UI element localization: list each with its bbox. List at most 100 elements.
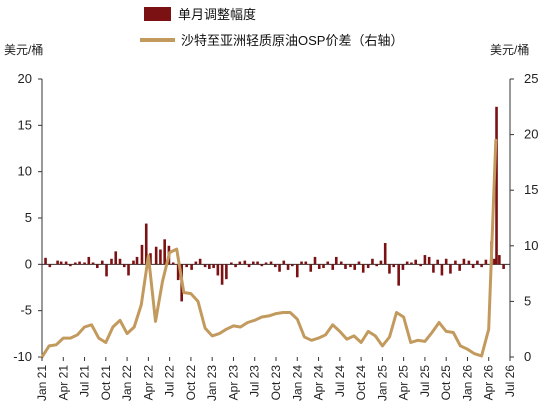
right-tick-label: 15 (524, 182, 538, 197)
bar (159, 249, 162, 265)
bar (185, 264, 188, 268)
bar (91, 262, 95, 265)
bar (87, 256, 91, 265)
bar (144, 223, 148, 265)
bar (216, 264, 220, 276)
bar (252, 261, 255, 265)
x-tick-label: Apr 23 (226, 365, 240, 401)
bar (96, 264, 99, 269)
right-axis-unit: 美元/桶 (490, 42, 529, 57)
axes: -10 -5 0 5 10 15 20 0 5 10 15 20 25 (13, 71, 538, 364)
bar (357, 261, 361, 265)
bar (304, 261, 308, 265)
right-tick-label: 5 (524, 293, 531, 308)
x-tick-label: Jan 25 (375, 365, 389, 401)
bar (449, 264, 452, 274)
bar (295, 264, 299, 278)
left-axis-unit: 美元/桶 (4, 42, 43, 57)
legend-bar-swatch (144, 7, 171, 21)
bar (243, 260, 247, 265)
bar (220, 264, 224, 285)
legend-line-label: 沙特至亚洲轻质原油OSP价差（右轴） (181, 33, 403, 48)
bar (349, 264, 352, 268)
bar (44, 257, 47, 265)
x-tick-label: Oct 24 (354, 365, 368, 401)
bar (154, 246, 158, 265)
bar (140, 244, 144, 265)
bar (282, 260, 286, 265)
bar (495, 106, 498, 265)
x-tick-label: Apr 21 (56, 365, 70, 401)
bar (190, 264, 193, 270)
bar (458, 264, 461, 271)
x-tick-label: Oct 23 (269, 365, 283, 401)
bar (471, 264, 475, 269)
bar (78, 261, 81, 265)
bar (300, 261, 303, 265)
bar (379, 260, 383, 265)
bar (375, 264, 378, 267)
bar (405, 261, 409, 265)
bar (414, 259, 417, 265)
bar (64, 261, 68, 265)
bar (225, 264, 228, 280)
bar (198, 258, 202, 265)
left-tick-label: 15 (18, 117, 32, 132)
x-tick-label: Apr 25 (397, 365, 411, 401)
bar (56, 260, 59, 265)
right-tick-label: 10 (524, 238, 538, 253)
bar (247, 264, 251, 268)
bar (432, 264, 435, 273)
bar (230, 262, 233, 265)
x-tick-label: Oct 25 (439, 365, 453, 401)
right-tick-label: 25 (524, 71, 538, 86)
bar (484, 259, 488, 265)
bar (353, 264, 357, 270)
bar (476, 260, 479, 265)
x-tick-label: Jul 26 (503, 365, 517, 397)
bar (256, 261, 259, 265)
x-tick-label: Jan 26 (460, 365, 474, 401)
bar (427, 256, 431, 265)
bar (419, 264, 422, 267)
bar (135, 256, 139, 265)
bar (334, 256, 338, 265)
bar (388, 264, 391, 274)
x-tick-label: Oct 22 (184, 365, 198, 401)
x-tick-label: Apr 26 (482, 365, 496, 401)
left-tick-label: 10 (18, 164, 32, 179)
x-tick-label: Apr 24 (312, 365, 326, 401)
bar (410, 262, 413, 265)
bar (498, 255, 501, 265)
bar (163, 239, 166, 265)
left-tick-label: -5 (20, 303, 32, 318)
bar (502, 264, 505, 269)
osp-spread-line (40, 138, 498, 359)
bar (344, 264, 347, 269)
bar (132, 260, 135, 265)
bar (171, 262, 175, 265)
x-tick-label: Jul 24 (333, 365, 347, 397)
bar (326, 261, 330, 265)
right-tick-label: 0 (524, 349, 531, 364)
bar (423, 255, 427, 265)
bar (118, 258, 122, 265)
bar (48, 264, 52, 268)
bar (480, 264, 483, 268)
legend-bar-label: 单月调整幅度 (178, 7, 256, 22)
bar (371, 258, 374, 265)
right-tick-label: 20 (524, 127, 538, 142)
bar (278, 264, 281, 272)
x-axis-ticks: Jan 21 Apr 21 Jul 21 Oct 21 Jan 22 Apr 22 Jul … (35, 357, 517, 401)
bar (401, 264, 405, 270)
bar (260, 264, 264, 267)
bar (273, 264, 277, 268)
bar (203, 264, 207, 268)
bar (74, 262, 77, 265)
bar (122, 264, 126, 268)
x-tick-label: Apr 22 (141, 365, 155, 401)
x-tick-label: Jan 23 (205, 365, 219, 401)
bar (269, 261, 273, 265)
